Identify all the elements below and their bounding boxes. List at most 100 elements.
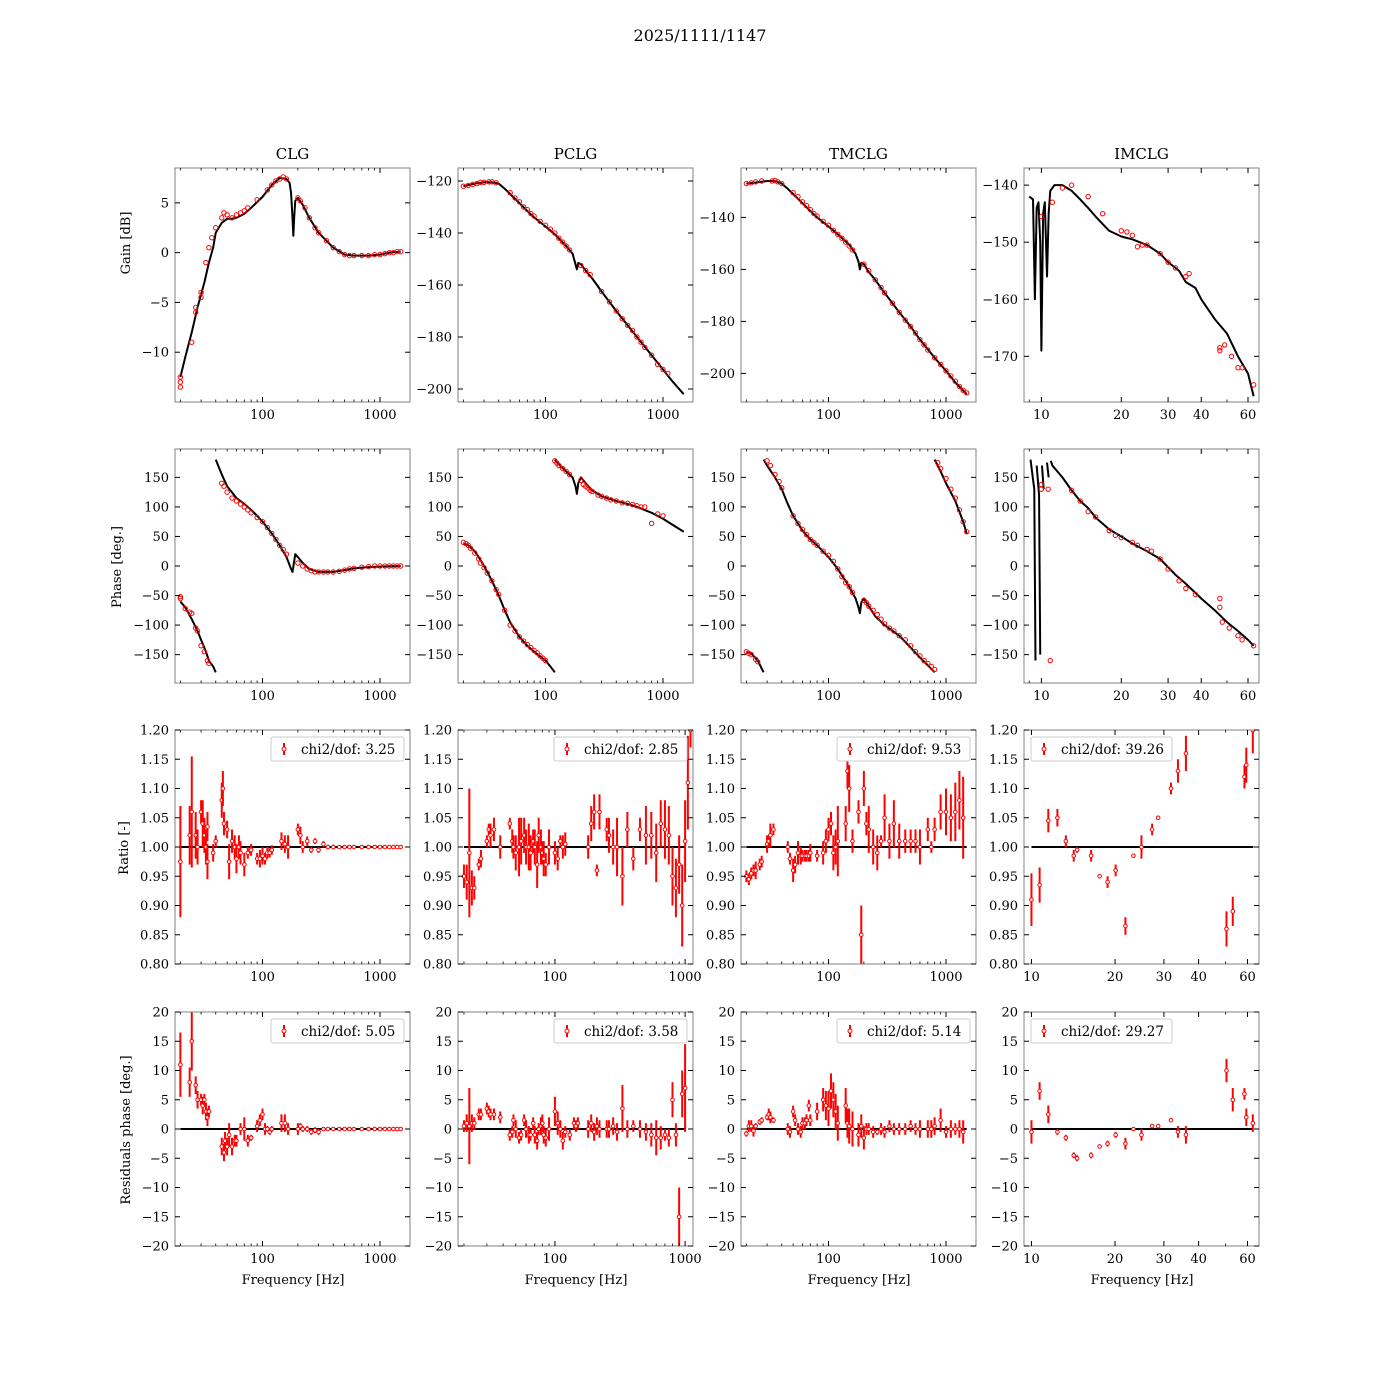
measurement-point [177, 374, 184, 380]
measurement-point [748, 1123, 754, 1129]
measurement-point [372, 844, 377, 850]
x-tick-label: 100 [543, 970, 568, 985]
measurement-point [198, 289, 204, 296]
measurement-point [751, 1128, 756, 1134]
measurement-point [195, 844, 200, 850]
plot-area [741, 449, 976, 683]
measurement-point [808, 1117, 813, 1123]
measurement-point [556, 462, 562, 469]
measurement-point [662, 1132, 668, 1138]
legend-label: chi2/dof: 39.26 [1061, 742, 1164, 758]
y-tick-label: 0.80 [423, 958, 452, 973]
y-tick-label: 0 [161, 560, 169, 575]
measurement-point [1029, 897, 1034, 902]
measurement-point [631, 856, 636, 862]
y-tick-label: 50 [152, 530, 169, 545]
measurement-point [192, 304, 199, 311]
measurement-point [1063, 838, 1069, 844]
measurement-point [625, 827, 630, 832]
measurement-point [598, 288, 605, 295]
measurement-point [807, 206, 814, 213]
measurement-point [891, 821, 897, 826]
measurement-point [206, 244, 212, 251]
measurement-point [610, 844, 616, 850]
measurement-point [1235, 633, 1241, 639]
y-tick-label: 5 [727, 1093, 735, 1108]
measurement-point [254, 1123, 260, 1129]
x-tick-label: 60 [1240, 408, 1257, 423]
measurement-point [1112, 532, 1119, 538]
measurement-point [336, 568, 342, 575]
measurement-point [952, 378, 959, 384]
x-tick-label: 100 [250, 1252, 275, 1267]
measurement-point [1239, 365, 1245, 371]
measurement-point [931, 355, 938, 361]
measurement-point [889, 300, 896, 306]
y-tick-label: 1.20 [423, 724, 452, 739]
legend-box [553, 736, 688, 762]
measurement-point [477, 560, 484, 566]
measurement-point [673, 885, 679, 891]
measurement-point [638, 339, 644, 345]
measurement-point [198, 643, 204, 649]
x-tick-label: 30 [1156, 1252, 1173, 1267]
measurement-point [512, 628, 518, 634]
y-tick-label: 1.15 [140, 753, 169, 768]
measurement-point [1085, 508, 1091, 515]
measurement-point [276, 542, 283, 549]
measurement-point [820, 218, 826, 225]
measurement-point [658, 1135, 664, 1141]
measurement-point [943, 368, 949, 374]
measurement-point [882, 1129, 887, 1135]
measurement-point [1118, 228, 1125, 234]
measurement-point [960, 1129, 966, 1135]
measurement-point [846, 1123, 852, 1129]
measurement-point [792, 862, 798, 867]
measurement-point [935, 459, 941, 466]
measurement-point [330, 844, 336, 850]
y-tick-label: 0.90 [140, 899, 169, 914]
legend-marker-point [847, 746, 853, 752]
legend: chi2/dof: 9.53 [836, 736, 971, 762]
x-tick-label: 100 [533, 689, 558, 704]
measurement-point [497, 1115, 503, 1120]
x-tick-label: 40 [1190, 1252, 1207, 1267]
row-label-ratio: Ratio [-] [117, 821, 132, 875]
y-tick-label: −5 [433, 1152, 452, 1167]
y-tick-label: −140 [416, 227, 452, 242]
measurement-point [670, 1097, 675, 1103]
measurement-point [960, 518, 966, 525]
x-tick-label: 1000 [363, 689, 396, 704]
y-tick-label: −15 [991, 1210, 1018, 1225]
measurement-point [382, 844, 388, 850]
measurement-point [902, 637, 908, 643]
measurement-point [194, 628, 201, 634]
measurement-point [1172, 265, 1179, 271]
measurement-point [233, 212, 240, 218]
measurement-point [347, 844, 352, 850]
measurement-point [477, 179, 484, 186]
measurement-point [336, 248, 342, 255]
measurement-point [673, 1132, 679, 1138]
x-tick-label: 100 [816, 689, 841, 704]
x-tick-label: 100 [816, 1252, 841, 1267]
measurement-point [502, 607, 508, 614]
measurement-point [205, 824, 210, 829]
x-tick-label: 1000 [363, 970, 396, 985]
measurement-point [359, 252, 365, 259]
measurement-point [566, 247, 573, 253]
measurement-point [864, 821, 869, 826]
measurement-point [608, 497, 614, 503]
measurement-point [382, 1126, 388, 1132]
plot-content [178, 756, 403, 918]
measurement-point [1250, 1120, 1256, 1126]
measurement-point [866, 268, 872, 274]
measurement-point [670, 873, 675, 879]
plot-area [741, 168, 976, 402]
measurement-point [861, 1135, 867, 1141]
measurement-point [830, 227, 837, 234]
measurement-point [591, 1129, 597, 1135]
measurement-point [387, 844, 392, 850]
measurement-point [753, 868, 758, 873]
panel-title: PCLG [554, 145, 598, 163]
